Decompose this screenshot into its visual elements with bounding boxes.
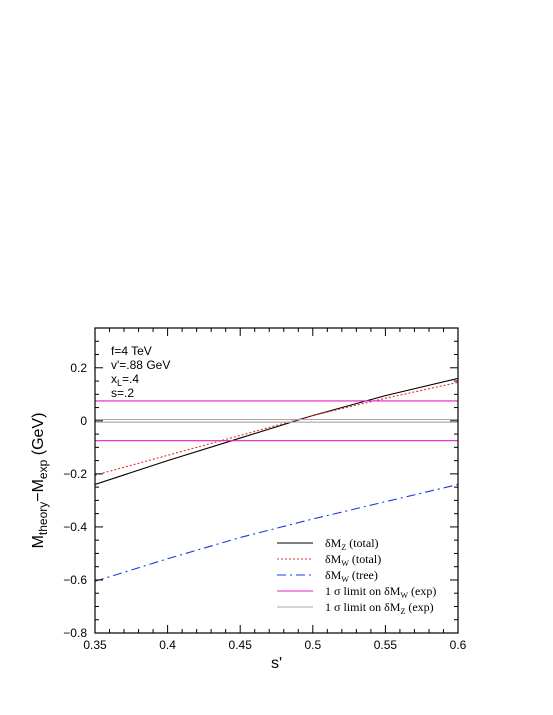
legend: δMZ (total)δMW (total)δMW (tree)1 σ limi… <box>277 536 436 616</box>
x-tick-label: 0.55 <box>374 638 398 652</box>
y-tick-label: 0.2 <box>70 361 87 375</box>
legend-3-main: 1 σ limit on δM <box>325 584 401 598</box>
parameter-main: v'=.88 GeV <box>111 358 170 372</box>
y-axis-title: Mtheory−Mexp (GeV) <box>30 413 50 549</box>
y-tick-label: −0.6 <box>63 573 87 587</box>
parameter-sub: L <box>117 378 122 388</box>
y-title-main: M <box>30 535 47 548</box>
y-title-sub-theory: theory <box>36 502 50 535</box>
y-tick-label: 0 <box>80 414 87 428</box>
legend-0-main: δM <box>325 536 342 550</box>
legend-2-main: δM <box>325 568 342 582</box>
legend-4-sub: Z <box>400 607 405 616</box>
legend-4-rest: (exp) <box>405 600 433 614</box>
legend-0-sub: Z <box>341 543 346 552</box>
series-line-1 <box>95 381 458 476</box>
legend-4-main: 1 σ limit on δM <box>325 600 401 614</box>
legend-2-rest: (tree) <box>349 568 378 582</box>
y-title-unit: (GeV) <box>30 413 47 460</box>
legend-3-rest: (exp) <box>408 584 436 598</box>
legend-label-4: 1 σ limit on δMZ (exp) <box>325 600 434 616</box>
parameter-main: f=4 TeV <box>111 344 152 358</box>
x-tick-label: 0.4 <box>159 638 176 652</box>
legend-0-rest: (total) <box>346 536 378 550</box>
y-tick-label: −0.8 <box>63 626 87 640</box>
y-tick-label: −0.2 <box>63 467 87 481</box>
legend-label-2: δMW (tree) <box>325 568 378 584</box>
legend-1-rest: (total) <box>349 552 381 566</box>
parameter-rest: =.4 <box>122 372 139 386</box>
parameter-label: s=.2 <box>111 386 134 400</box>
series-line-0 <box>95 377 458 486</box>
legend-label-0: δMZ (total) <box>325 536 379 552</box>
y-title-minus-m: −M <box>30 479 47 502</box>
parameter-label: f=4 TeV <box>111 344 152 358</box>
parameter-main: x <box>111 372 117 386</box>
series-line-2 <box>95 483 458 582</box>
legend-2-sub: W <box>341 575 349 584</box>
y-tick-label: −0.4 <box>63 520 87 534</box>
parameter-main: s=.2 <box>111 386 134 400</box>
x-tick-label: 0.45 <box>229 638 253 652</box>
parameter-label: xL=.4 <box>111 372 139 388</box>
x-axis-title: s' <box>271 655 282 672</box>
legend-1-sub: W <box>341 559 349 568</box>
legend-label-1: δMW (total) <box>325 552 381 568</box>
parameter-label: v'=.88 GeV <box>111 358 170 372</box>
x-tick-label: 0.6 <box>450 638 467 652</box>
x-tick-label: 0.35 <box>83 638 107 652</box>
x-tick-label: 0.5 <box>304 638 321 652</box>
series-group <box>95 377 458 582</box>
legend-1-main: δM <box>325 552 342 566</box>
legend-label-3: 1 σ limit on δMW (exp) <box>325 584 436 600</box>
plot-frame <box>94 327 459 634</box>
legend-3-sub: W <box>400 591 408 600</box>
y-title-sub-exp: exp <box>36 459 50 479</box>
plot-layer <box>95 377 458 582</box>
axes-layer: 0.35 0.4 0.45 0.5 0.55 0.6 −0.8 −0.6 −0.4 −0.2 0 0.… <box>30 327 467 672</box>
